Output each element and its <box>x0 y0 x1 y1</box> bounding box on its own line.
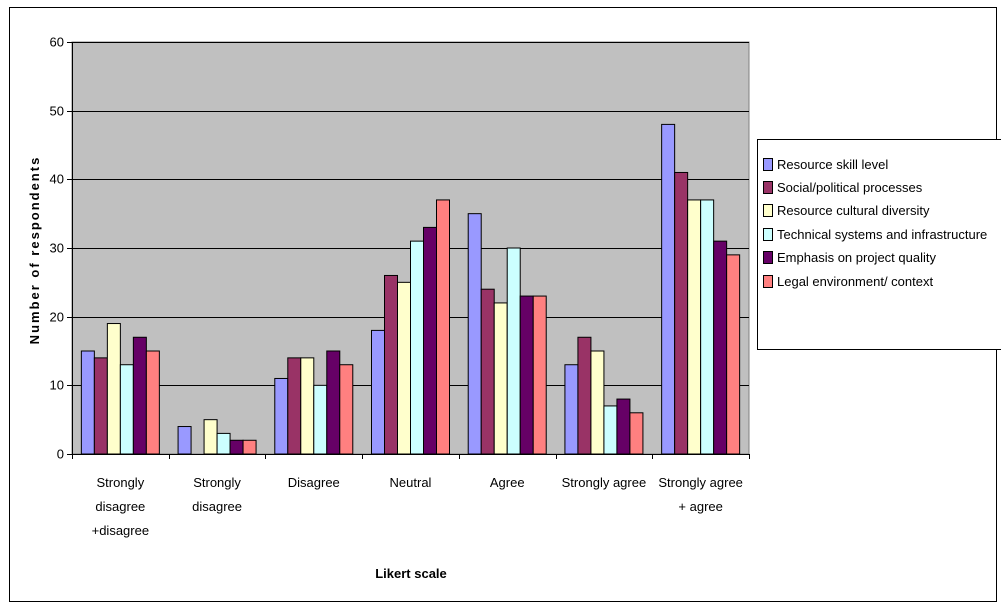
bar <box>726 254 741 455</box>
y-tick-label: 0 <box>57 447 64 462</box>
bar <box>480 288 495 455</box>
bar <box>436 199 450 455</box>
legend-swatch <box>763 274 773 288</box>
bar <box>616 398 631 455</box>
x-tick-label: disagree <box>192 499 242 514</box>
bar <box>410 240 424 455</box>
y-tick-label: 30 <box>50 241 64 256</box>
legend-item: Technical systems and infrastructure <box>763 224 987 244</box>
legend-swatch <box>763 251 773 265</box>
x-tick-label: Agree <box>490 475 525 490</box>
x-tick-label: Neutral <box>390 475 432 490</box>
x-tick-label: + agree <box>678 499 722 514</box>
bar <box>519 295 534 455</box>
bar <box>577 336 592 455</box>
bar <box>674 171 689 455</box>
axes-group: 0 10 20 30 40 50 60 Strongly disagree +disagree St… <box>50 35 750 538</box>
bar <box>300 357 315 455</box>
legend-label: Technical systems and infrastructure <box>777 226 988 242</box>
legend-swatch <box>763 180 773 194</box>
bar <box>132 336 147 455</box>
legend-item: Social/political processes <box>763 177 922 197</box>
bar <box>274 377 289 455</box>
bar <box>493 302 508 455</box>
bar <box>106 323 121 455</box>
legend-item: Legal environment/ context <box>763 271 933 291</box>
legend-label: Emphasis on project quality <box>777 250 936 266</box>
bar <box>564 364 579 455</box>
y-tick-label: 60 <box>50 35 64 50</box>
bar <box>216 432 231 455</box>
bar <box>339 364 354 455</box>
y-tick-label: 10 <box>50 378 64 393</box>
legend: Resource skill level Social/political pro… <box>757 139 1001 350</box>
bar <box>397 281 411 455</box>
legend-item: Emphasis on project quality <box>763 248 936 268</box>
legend-swatch <box>763 204 773 218</box>
legend-swatch <box>763 157 773 171</box>
bar <box>119 364 134 455</box>
bar <box>313 384 328 455</box>
bar <box>242 439 257 455</box>
x-tick-label: +disagree <box>92 523 149 538</box>
bar <box>177 426 192 455</box>
legend-swatch <box>763 227 773 241</box>
y-tick-label: 40 <box>50 172 64 187</box>
bar <box>590 350 605 455</box>
x-tick-label: Disagree <box>288 475 340 490</box>
legend-item: Resource skill level <box>763 154 888 174</box>
y-axis-title: Number of respondents <box>27 156 42 345</box>
legend-label: Resource skill level <box>777 156 889 172</box>
bar <box>371 329 385 455</box>
x-tick-label: Strongly agree <box>658 475 743 490</box>
bar <box>384 274 398 455</box>
bar <box>700 199 715 455</box>
x-tick-label: Strongly <box>193 475 241 490</box>
bar <box>145 350 160 455</box>
x-axis-title: Likert scale <box>375 566 447 581</box>
bar <box>713 240 728 455</box>
x-tick-label: Strongly agree <box>562 475 647 490</box>
y-tick-label: 50 <box>50 104 64 119</box>
x-tick-label: Strongly <box>97 475 145 490</box>
legend-label: Resource cultural diversity <box>777 203 930 219</box>
legend-item: Resource cultural diversity <box>763 201 929 221</box>
bar <box>687 199 702 455</box>
bar <box>80 350 95 455</box>
legend-label: Social/political processes <box>777 179 923 195</box>
bar <box>229 439 244 455</box>
bar <box>603 405 618 455</box>
bar <box>629 412 644 455</box>
bar <box>467 213 482 455</box>
bar <box>326 350 341 455</box>
bar <box>203 419 218 455</box>
bar <box>423 226 437 455</box>
x-tick-label: disagree <box>95 499 145 514</box>
bar <box>506 247 521 455</box>
bar <box>532 295 547 455</box>
bar <box>93 357 108 455</box>
legend-label: Legal environment/ context <box>777 273 934 289</box>
bar <box>287 357 302 455</box>
bar <box>661 123 676 455</box>
bars-group <box>80 123 741 455</box>
y-tick-label: 20 <box>50 310 64 325</box>
